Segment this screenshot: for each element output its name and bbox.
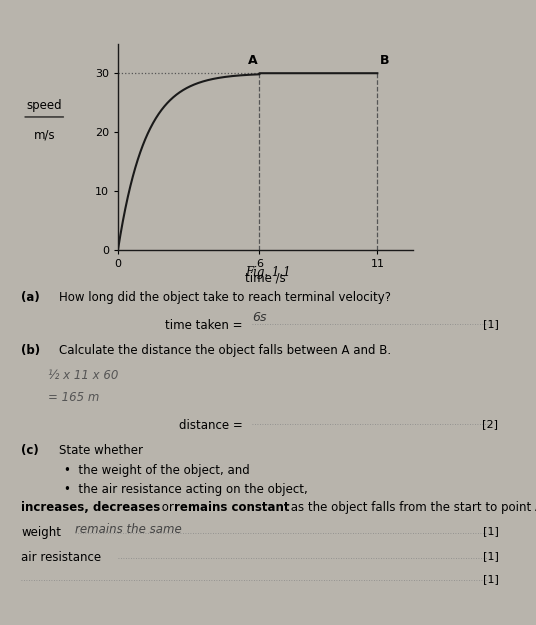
Text: [2]: [2]: [482, 419, 498, 429]
Text: How long did the object take to reach terminal velocity?: How long did the object take to reach te…: [59, 291, 391, 304]
Text: speed: speed: [26, 99, 62, 112]
Text: (a): (a): [21, 291, 40, 304]
Text: time taken =: time taken =: [165, 319, 247, 332]
Text: •  the air resistance acting on the object,: • the air resistance acting on the objec…: [64, 482, 308, 496]
Text: (b): (b): [21, 344, 41, 357]
Text: (c): (c): [21, 444, 39, 457]
Text: 6s: 6s: [252, 311, 266, 324]
Text: = 165 m: = 165 m: [48, 391, 100, 404]
Text: remains the same: remains the same: [75, 523, 182, 536]
Text: State whether: State whether: [59, 444, 143, 457]
Text: Calculate the distance the object falls between A and B.: Calculate the distance the object falls …: [59, 344, 391, 357]
Text: ½ x 11 x 60: ½ x 11 x 60: [48, 369, 118, 382]
Text: m/s: m/s: [33, 128, 55, 141]
Text: A: A: [248, 54, 257, 68]
Text: or: or: [158, 501, 178, 514]
Text: [1]: [1]: [482, 526, 498, 536]
Text: •  the weight of the object, and: • the weight of the object, and: [64, 464, 250, 477]
Text: increases, decreases: increases, decreases: [21, 501, 161, 514]
X-axis label: time /s: time /s: [245, 272, 286, 285]
Text: Fig. 1.1: Fig. 1.1: [245, 266, 291, 279]
Text: air resistance: air resistance: [21, 551, 101, 564]
Text: remains constant: remains constant: [174, 501, 289, 514]
Text: [1]: [1]: [482, 574, 498, 584]
Text: [1]: [1]: [482, 319, 498, 329]
Text: weight: weight: [21, 526, 62, 539]
Text: distance =: distance =: [179, 419, 247, 432]
Text: [1]: [1]: [482, 551, 498, 561]
Text: B: B: [379, 54, 389, 68]
Text: as the object falls from the start to point A: as the object falls from the start to po…: [287, 501, 536, 514]
